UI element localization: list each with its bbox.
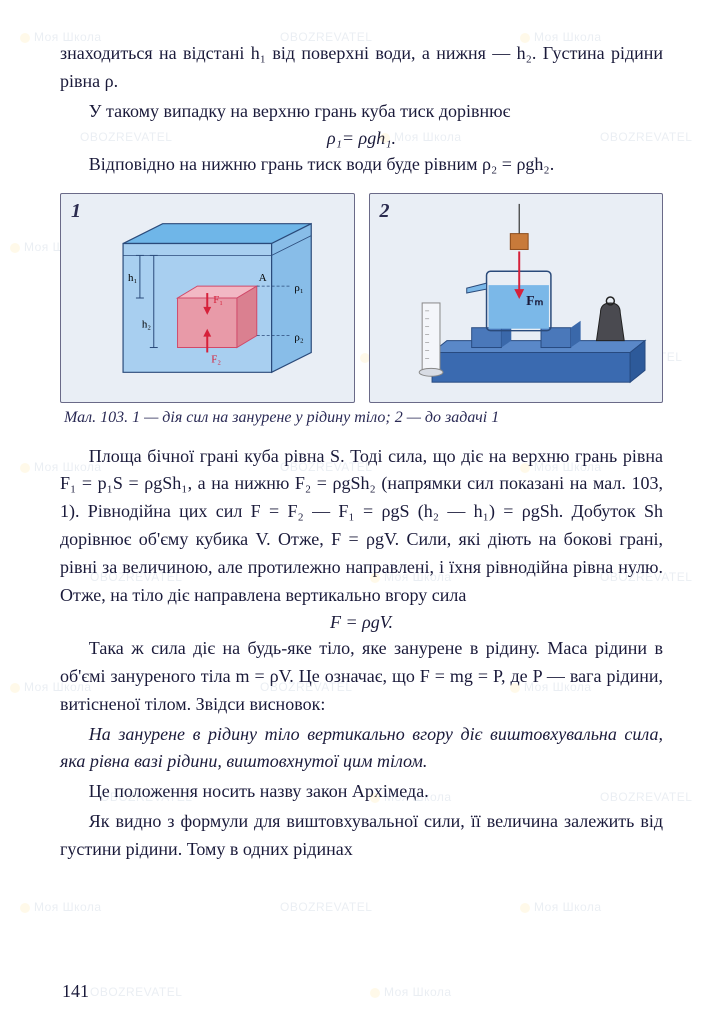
svg-text:h₂: h₂: [142, 318, 151, 330]
paragraph-8: Як видно з формули для виштовхувальної с…: [60, 808, 663, 864]
svg-text:F₁: F₁: [213, 294, 223, 306]
svg-text:Fₘ: Fₘ: [526, 292, 543, 307]
svg-text:ρ₂: ρ₂: [294, 331, 303, 343]
figure-row: 1 h₁ h₂ F: [60, 193, 663, 403]
figure-1: 1 h₁ h₂ F: [60, 193, 355, 403]
svg-text:A: A: [259, 272, 267, 284]
svg-text:F₂: F₂: [211, 353, 221, 365]
svg-text:ρ₁: ρ₁: [294, 282, 303, 294]
figure-2: 2: [369, 193, 664, 403]
paragraph-7: Це положення носить назву закон Архімеда…: [60, 778, 663, 806]
figure-1-number: 1: [71, 200, 81, 223]
figure-1-svg: h₁ h₂ F₁ F₂ A ρ₁ ρ₂: [61, 194, 354, 402]
figure-2-svg: Fₘ: [370, 194, 663, 402]
paragraph-3: Відповідно на нижню грань тиск води буде…: [60, 151, 663, 179]
figure-caption: Мал. 103. 1 — дія сил на занурене у ріди…: [64, 409, 663, 427]
formula-1: ρ₁= ρgh₁.: [60, 128, 663, 149]
figure-2-number: 2: [380, 200, 390, 223]
paragraph-5: Така ж сила діє на будь-яке тіло, яке за…: [60, 635, 663, 719]
paragraph-6-theorem: На занурене в рідину тіло вертикально вг…: [60, 721, 663, 777]
page-number: 141: [62, 981, 89, 1002]
paragraph-2: У такому випадку на верхню грань куба ти…: [60, 98, 663, 126]
paragraph-4: Площа бічної грані куба рівна S. Тоді си…: [60, 443, 663, 610]
formula-2: F = ρgV.: [60, 612, 663, 633]
svg-text:h₁: h₁: [128, 272, 137, 284]
paragraph-1: знаходиться на відстані h₁ від поверхні …: [60, 40, 663, 96]
